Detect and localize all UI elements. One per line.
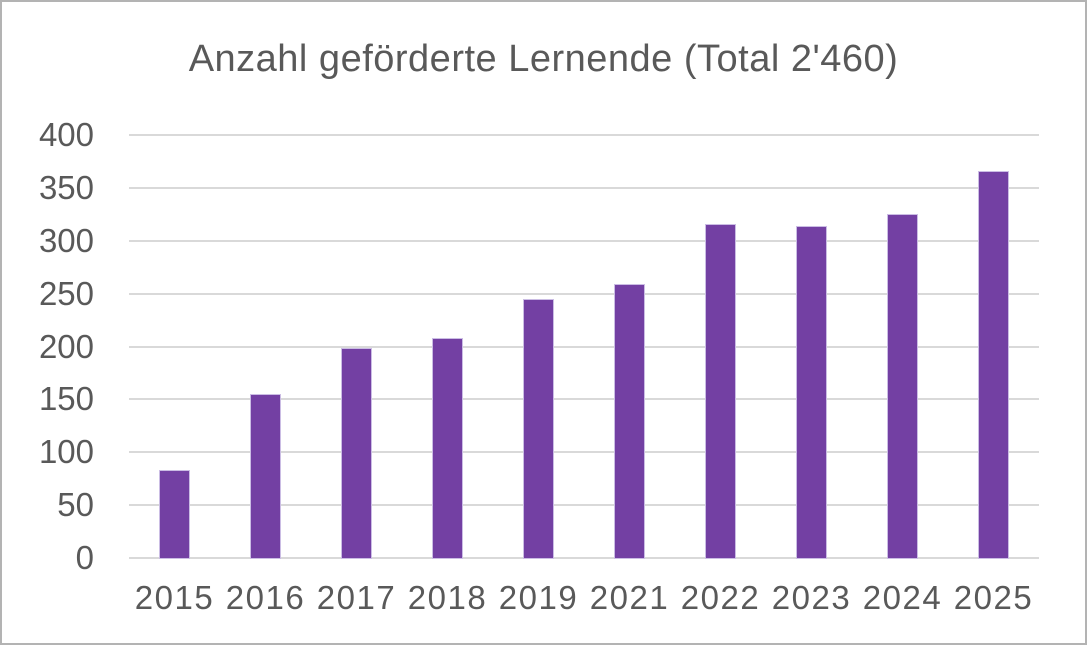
y-tick-label: 400 [38,116,94,153]
x-tick-label: 2018 [407,579,488,616]
gridline [129,186,1039,189]
bar-2019 [524,299,553,558]
plot-area [129,134,1039,559]
y-tick-label: 350 [38,168,94,206]
x-tick-label: 2022 [680,579,761,616]
gridline [129,345,1039,348]
x-tick-label: 2016 [225,579,306,616]
x-tick-label: 2021 [589,579,670,616]
y-tick-label: 50 [57,486,94,524]
bar-2022 [706,224,735,558]
x-axis-line [129,557,1039,559]
x-tick-label: 2025 [953,579,1034,616]
chart-title: Anzahl geförderte Lernende (Total 2'460) [188,38,899,80]
x-tick-label: 2015 [134,579,215,616]
bar-2017 [342,348,371,558]
x-tick-label: 2019 [498,579,579,616]
gridline [129,292,1039,295]
y-tick-label: 150 [38,380,94,418]
bar-2023 [797,227,826,558]
x-tick-label: 2017 [316,579,397,616]
y-tick-label: 300 [38,221,94,259]
bar-2024 [888,215,917,558]
gridline [129,504,1039,507]
bar-2021 [615,285,644,558]
gridline [129,451,1039,454]
y-tick-label: 100 [38,433,94,471]
y-tick-label: 250 [38,274,94,312]
bar-2015 [160,471,189,558]
y-tick-label: 0 [75,539,94,576]
bar-2018 [433,339,462,558]
gridline [129,398,1039,401]
x-tick-label: 2023 [771,579,852,616]
x-tick-label: 2024 [862,579,943,616]
bar-2016 [251,395,280,558]
y-tick-label: 200 [38,327,94,365]
gridline [129,134,1039,136]
gridline [129,239,1039,242]
bar-2025 [979,172,1008,558]
